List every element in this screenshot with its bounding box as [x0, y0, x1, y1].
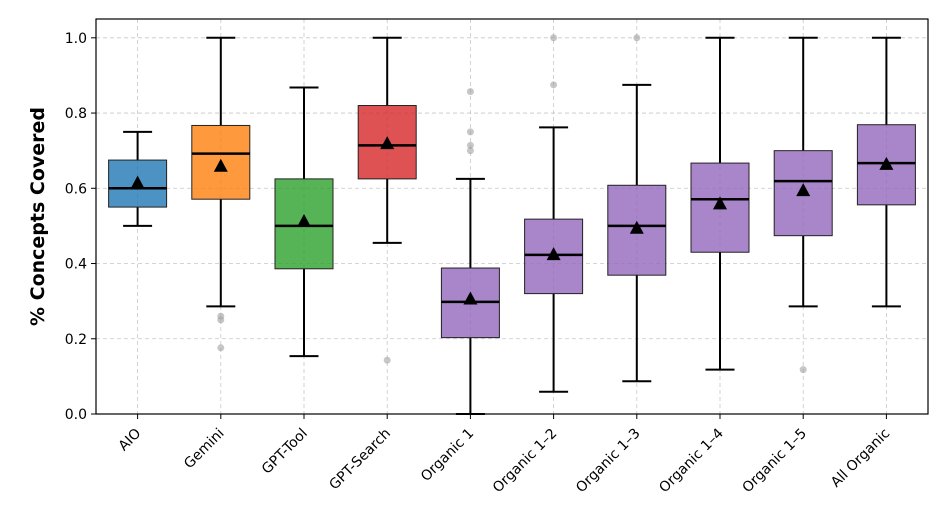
outlier-point [466, 88, 474, 96]
outlier-point [633, 34, 641, 42]
x-tick-label: AIO [116, 426, 145, 455]
mean-marker [879, 156, 894, 170]
mean-marker [463, 291, 478, 305]
x-tick-label: Organic 1–4 [656, 425, 727, 496]
mean-marker [130, 175, 145, 189]
outlier-point [217, 316, 225, 324]
x-tick-label: GPT-Tool [259, 426, 311, 478]
outlier-point [799, 366, 807, 374]
y-tick-label: 1.0 [65, 31, 87, 47]
mean-marker [213, 158, 228, 172]
y-tick-label: 0.4 [65, 257, 87, 273]
x-tick-label: Organic 1 [418, 426, 477, 485]
box-series [108, 34, 916, 415]
outlier-point [466, 128, 474, 136]
y-tick-label: 0.2 [65, 332, 87, 348]
mean-marker [380, 136, 395, 150]
mean-marker [297, 214, 311, 228]
x-tick-label: Organic 1–5 [740, 426, 811, 497]
y-tick-label: 0.0 [65, 407, 87, 423]
x-tick-label: Organic 1–2 [490, 426, 561, 497]
mean-marker [713, 196, 727, 210]
x-tick-label: Organic 1–3 [573, 426, 644, 497]
mean-marker [796, 183, 811, 197]
y-tick-label: 0.8 [65, 106, 87, 122]
outlier-point [550, 81, 558, 89]
mean-marker [546, 247, 561, 261]
plot-frame [95, 18, 929, 415]
x-tick-label: GPT-Search [326, 426, 394, 494]
x-tick-label: All Organic [828, 426, 893, 491]
outlier-point [550, 34, 558, 42]
mean-marker [629, 220, 644, 234]
outlier-point [466, 147, 474, 155]
y-tick-label: 0.6 [65, 181, 87, 197]
outlier-point [217, 344, 225, 352]
x-tick-label: Gemini [181, 426, 228, 473]
outlier-point [383, 356, 391, 364]
y-axis-label: % Concepts Covered [27, 107, 49, 326]
outlier-point [466, 141, 474, 149]
